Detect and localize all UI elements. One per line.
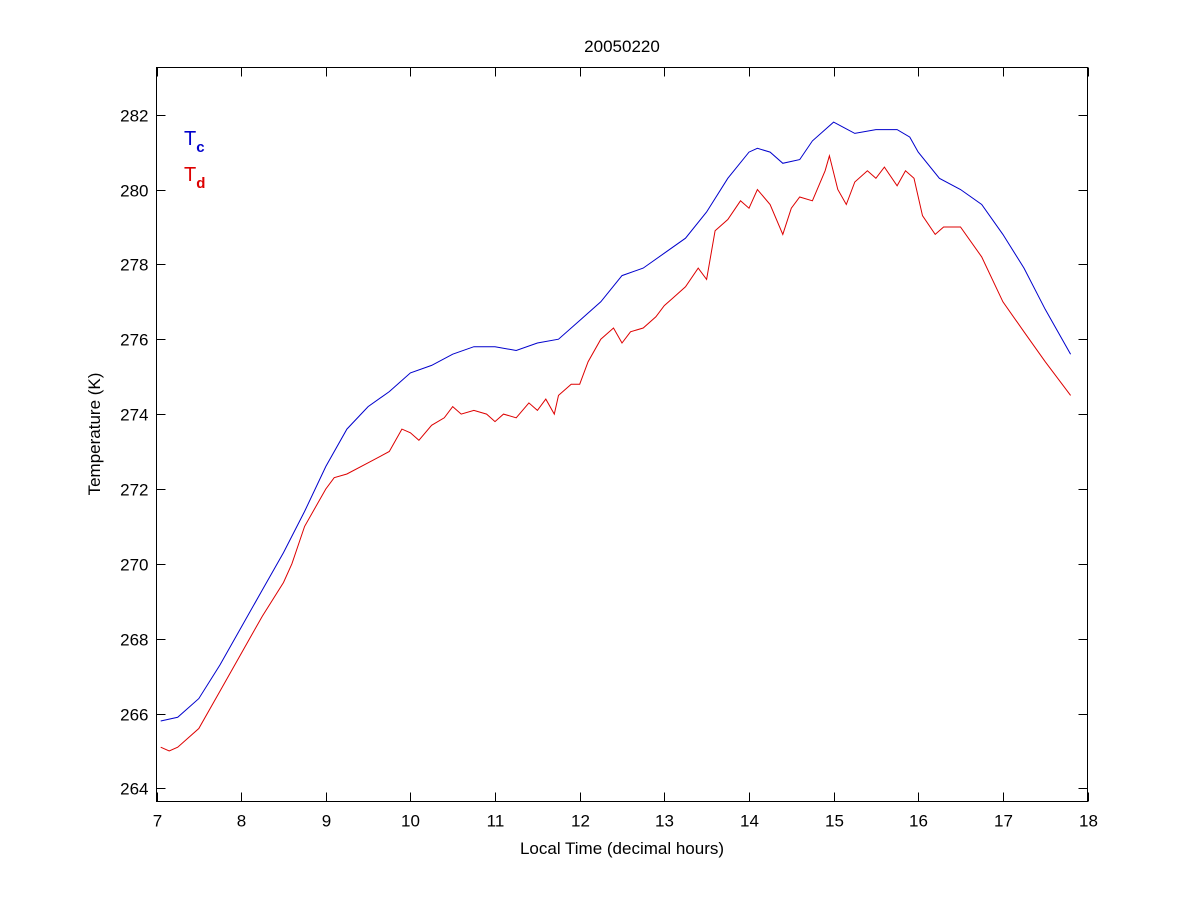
x-tick-label: 13	[655, 812, 674, 831]
y-tick-label: 280	[120, 182, 148, 201]
y-tick-label: 272	[120, 481, 148, 500]
y-tick-label: 264	[120, 780, 148, 799]
legend-tc: Tc	[184, 128, 205, 156]
chart-title: 20050220	[584, 37, 660, 56]
x-tick-label: 12	[571, 812, 590, 831]
x-tick-label: 7	[153, 812, 162, 831]
x-tick-label: 9	[322, 812, 331, 831]
y-axis-label: Temperature (K)	[85, 373, 104, 496]
y-tick-label: 268	[120, 631, 148, 650]
plot-area	[156, 67, 1088, 802]
x-axis-label: Local Time (decimal hours)	[520, 839, 724, 858]
x-tick-label: 15	[825, 812, 844, 831]
legend-td: Td	[184, 164, 205, 192]
x-tick-label: 14	[740, 812, 759, 831]
y-tick-label: 282	[120, 107, 148, 126]
x-tick-label: 11	[487, 812, 505, 831]
y-tick-label: 274	[120, 406, 148, 425]
legend: Tc Td	[184, 128, 205, 192]
y-tick-label: 278	[120, 256, 148, 275]
y-tick-label: 266	[120, 706, 148, 725]
x-tick-label: 16	[909, 812, 928, 831]
x-tick-label: 17	[994, 812, 1013, 831]
series-line-td	[160, 153, 1071, 752]
series-line-tc	[160, 121, 1072, 722]
x-tick-label: 18	[1079, 812, 1098, 831]
x-tick-label: 8	[237, 812, 246, 831]
y-tick-label: 270	[120, 556, 148, 575]
y-tick-label: 276	[120, 331, 148, 350]
x-tick-label: 10	[401, 812, 420, 831]
